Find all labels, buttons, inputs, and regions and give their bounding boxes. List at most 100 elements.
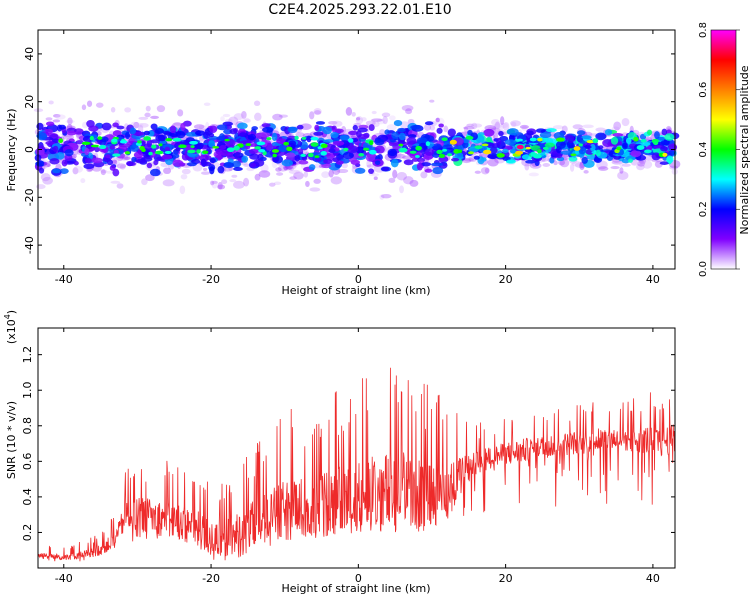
spectrogram-cell: [190, 145, 195, 148]
spectrogram-cell: [613, 121, 622, 131]
spectrogram-cell: [224, 138, 230, 142]
spectrogram-cell: [313, 178, 321, 184]
spectrogram-cell: [98, 145, 107, 150]
spectrogram-cell: [260, 163, 269, 173]
spectrogram-cell: [297, 148, 304, 155]
spectrogram-cell: [387, 148, 398, 157]
spectrogram-cell: [110, 107, 116, 113]
spectrogram-cell: [52, 168, 61, 174]
spectrogram-cell: [581, 135, 592, 140]
spectrogram-cell: [294, 154, 301, 162]
spectrogram-cell: [647, 129, 653, 136]
spectrogram-cell: [473, 155, 480, 160]
spectrogram-cell: [500, 116, 505, 125]
spectrogram-cell: [209, 166, 215, 175]
spectrogram-cell: [146, 162, 153, 169]
spectrogram-cell: [126, 160, 134, 167]
spectrogram-cell: [205, 155, 212, 161]
spectrogram-cell: [321, 171, 330, 179]
spectrogram-cell: [374, 160, 381, 166]
spectrogram-cell: [582, 124, 594, 129]
spectrogram-cell: [58, 124, 67, 130]
spectrogram-cell: [217, 165, 225, 174]
spectrogram-cell: [356, 130, 362, 138]
snr-x-label: Height of straight line (km): [281, 582, 430, 595]
spectrogram-cell: [612, 132, 624, 137]
spectrogram-cell: [481, 157, 487, 162]
spectrogram-cell: [328, 148, 336, 154]
spectrogram-cell: [100, 169, 108, 174]
spectrogram-cell: [179, 185, 186, 195]
spectrogram-cell: [539, 131, 552, 138]
spectrogram-cell: [278, 114, 288, 118]
spectrogram-cell: [233, 145, 240, 151]
snr-frame: [37, 327, 676, 569]
spectrogram-cell: [573, 146, 581, 151]
spectrogram-cell: [145, 105, 151, 112]
spectrogram-cell: [247, 134, 257, 141]
spectrogram-cell: [38, 167, 45, 174]
spectrogram-cell: [80, 178, 86, 184]
snr-series-line: [37, 367, 676, 562]
y-tick-label: 40: [23, 47, 36, 61]
spectrogram-cell: [662, 152, 668, 157]
x-tick-label: 40: [646, 572, 660, 585]
spectrogram-cell: [131, 121, 138, 126]
spectrogram-cell: [442, 148, 448, 152]
spectrogram-cell: [583, 170, 589, 174]
spectrogram-cell: [504, 139, 517, 146]
spectrogram-cell: [474, 170, 481, 174]
spectrogram-cell: [84, 157, 92, 164]
spectrogram-cell: [406, 137, 417, 145]
spectrogram-cell: [409, 179, 419, 187]
spectrogram-cell: [390, 158, 399, 168]
spectrogram-cell: [119, 140, 128, 144]
spectrogram-cell: [542, 146, 549, 150]
spectrogram-cell: [447, 153, 453, 157]
spectrogram-cell: [64, 149, 74, 157]
spectrogram-cell: [524, 162, 530, 171]
spectrogram-cell: [261, 123, 271, 128]
spectrogram-cell: [502, 121, 510, 131]
spectrogram-cell: [209, 133, 215, 138]
spectrogram-cell: [306, 135, 312, 143]
spectrogram-cell: [659, 161, 669, 165]
spectrogram-cell: [145, 174, 155, 182]
spectrogram-cell: [416, 162, 423, 171]
spectrogram-cell: [249, 153, 260, 160]
spectrogram-cell: [52, 119, 61, 123]
spectrogram-cell: [296, 124, 304, 130]
spectrogram-cell: [332, 157, 340, 163]
spectrogram-cell: [466, 123, 475, 128]
spectrogram-cell: [611, 126, 620, 132]
colorbar-tick-label: 0.0: [698, 261, 709, 277]
spectrogram-cell: [198, 142, 204, 148]
spectrogram-cell: [463, 157, 475, 162]
spectrogram-cell: [258, 148, 266, 153]
spectrogram-cell: [332, 120, 343, 127]
spectrogram-cell: [271, 149, 280, 153]
spectrogram-cell: [101, 122, 112, 131]
spectrogram-cell: [81, 141, 91, 146]
spectrogram-cell: [229, 179, 237, 183]
spectrogram-cell: [251, 126, 258, 131]
spectrogram-cell: [398, 147, 408, 153]
spectrogram-cell: [403, 176, 414, 185]
spectrogram-cell: [516, 138, 523, 142]
spectrogram-cell: [483, 128, 495, 137]
colorbar-tick-label: 0.2: [698, 201, 709, 217]
spectrogram-cell: [135, 158, 147, 164]
colorbar-tick-label: 0.8: [698, 22, 709, 38]
spectrogram-cell: [53, 113, 61, 118]
spectrogram-cell: [289, 176, 297, 180]
spectrogram-cell: [436, 149, 443, 155]
spectrogram-cell: [409, 150, 417, 154]
spectrogram-cell: [162, 179, 175, 187]
spectrogram-cell: [597, 166, 609, 171]
spectrogram-cell: [48, 100, 54, 105]
spectrogram-cell: [365, 120, 376, 126]
y-tick-label: -20: [23, 188, 36, 206]
spectrogram-cell: [58, 138, 64, 144]
spectrogram-cell: [654, 131, 660, 139]
spectrogram-cell: [125, 131, 131, 140]
